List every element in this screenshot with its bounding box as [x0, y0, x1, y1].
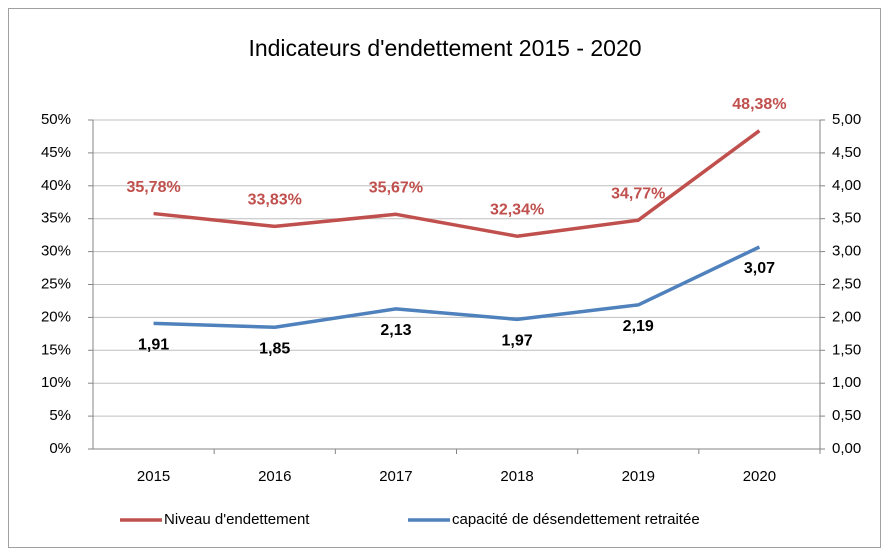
x-tick-label: 2015: [137, 468, 170, 485]
y-tick-label: 0%: [49, 440, 71, 457]
y2-tick-label: 2,00: [832, 308, 861, 325]
x-tick-label: 2019: [622, 468, 655, 485]
data-label: 1,91: [138, 337, 169, 354]
x-tick-label: 2016: [258, 468, 291, 485]
y2-tick-label: 5,00: [832, 111, 861, 128]
data-label: 1,97: [502, 333, 533, 350]
y2-tick-label: 3,50: [832, 210, 861, 227]
legend-label: Niveau d'endettement: [164, 511, 310, 528]
y-tick-label: 25%: [41, 275, 71, 292]
chart-frame: [8, 8, 881, 548]
y2-tick-label: 1,00: [832, 374, 861, 391]
y2-tick-label: 4,00: [832, 177, 861, 194]
data-label: 48,38%: [732, 96, 786, 113]
data-label: 3,07: [744, 260, 775, 277]
data-label: 32,34%: [490, 201, 544, 218]
y2-tick-label: 0,00: [832, 440, 861, 457]
data-label: 33,83%: [248, 192, 302, 209]
y-tick-label: 10%: [41, 374, 71, 391]
y-tick-label: 20%: [41, 308, 71, 325]
y-tick-label: 15%: [41, 341, 71, 358]
x-tick-label: 2020: [743, 468, 776, 485]
series-line: [153, 129, 761, 238]
data-label: 2,19: [623, 318, 654, 335]
y-tick-label: 30%: [41, 243, 71, 260]
legend-label: capacité de désendettement retraitée: [452, 511, 700, 528]
data-label: 35,78%: [126, 179, 180, 196]
y2-tick-label: 1,50: [832, 341, 861, 358]
series-line: [153, 245, 761, 330]
y-tick-label: 40%: [41, 177, 71, 194]
y-tick-label: 35%: [41, 210, 71, 227]
y2-tick-label: 2,50: [832, 275, 861, 292]
data-label: 2,13: [380, 322, 411, 339]
y-tick-label: 45%: [41, 144, 71, 161]
y2-tick-label: 3,00: [832, 243, 861, 260]
y2-tick-label: 4,50: [832, 144, 861, 161]
data-label: 35,67%: [369, 180, 423, 197]
y-tick-label: 5%: [49, 407, 71, 424]
data-label: 34,77%: [611, 185, 665, 202]
data-label: 1,85: [259, 340, 290, 357]
x-tick-label: 2018: [500, 468, 533, 485]
y2-tick-label: 0,50: [832, 407, 861, 424]
x-tick-label: 2017: [379, 468, 412, 485]
y-tick-label: 50%: [41, 111, 71, 128]
chart-title: Indicateurs d'endettement 2015 - 2020: [248, 35, 641, 61]
